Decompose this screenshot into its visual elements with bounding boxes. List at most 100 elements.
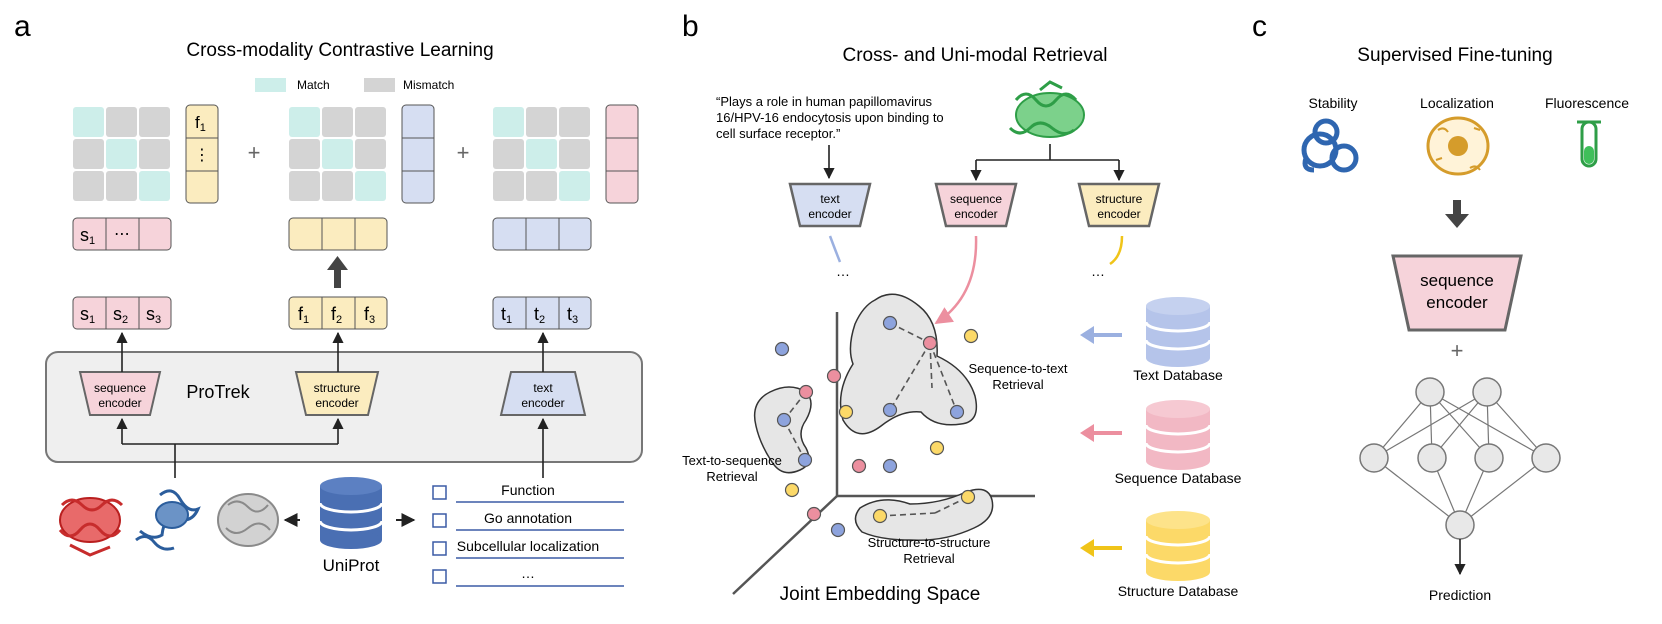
- task-localization-label: Localization: [1420, 95, 1494, 111]
- svg-text:cell surface receptor.”: cell surface receptor.”: [716, 126, 840, 141]
- joint-embedding-space-label: Joint Embedding Space: [780, 584, 981, 605]
- sequence-encoder-a: sequence encoder: [78, 371, 162, 416]
- svg-text:t3: t3: [567, 304, 578, 326]
- svg-text:f3: f3: [364, 304, 375, 326]
- structure-database-label: Structure Database: [1118, 583, 1239, 599]
- f-column: f1 ⋮: [185, 104, 219, 204]
- annotation-more: …: [521, 565, 535, 581]
- svg-text:encoder: encoder: [98, 396, 141, 410]
- s-row-top: s1 ⋯: [72, 217, 172, 251]
- task-fluorescence-label: Fluorescence: [1545, 95, 1629, 111]
- database-arrows: [1080, 326, 1122, 557]
- sequence-encoder-c: sequence encoder: [1391, 254, 1523, 332]
- panel-b: b Cross- and Uni-modal Retrieval “Plays …: [682, 10, 1242, 605]
- sequence-encoder-b: sequence encoder: [934, 182, 1018, 228]
- panel-c-title: Supervised Fine-tuning: [1357, 45, 1552, 66]
- panel-c-letter: c: [1252, 10, 1267, 43]
- annotation-go: Go annotation: [484, 510, 572, 526]
- text-encoder-a: text encoder: [499, 371, 587, 416]
- legend-mismatch-swatch: [364, 78, 395, 92]
- svg-text:t2: t2: [534, 304, 545, 326]
- svg-text:Retrieval: Retrieval: [903, 551, 954, 566]
- svg-text:16/HPV-16 endocytosis upon bin: 16/HPV-16 endocytosis upon binding to: [716, 110, 944, 125]
- green-protein-icon: [1008, 80, 1085, 138]
- blue-row-top: [492, 217, 592, 251]
- svg-text:text: text: [533, 381, 553, 395]
- annotation-function: Function: [501, 482, 555, 498]
- protein-structures-icon: [58, 489, 279, 557]
- struct-to-struct-label: Structure-to-structure Retrieval: [868, 535, 991, 566]
- up-arrow-icon: [327, 256, 348, 288]
- svg-text:f1: f1: [195, 113, 206, 134]
- svg-text:Retrieval: Retrieval: [706, 469, 757, 484]
- text-to-seq-label: Text-to-sequence Retrieval: [682, 453, 782, 484]
- similarity-grid-3: [493, 107, 590, 201]
- neural-network-icon: [1359, 377, 1561, 576]
- checkbox-function[interactable]: [432, 485, 447, 500]
- structure-encoder-a: structure encoder: [294, 371, 380, 416]
- ellipsis-text: …: [836, 263, 850, 279]
- svg-text:s3: s3: [146, 304, 161, 326]
- panel-a-arrows: [116, 331, 549, 478]
- uniprot-label: UniProt: [323, 556, 380, 575]
- checkbox-go-annotation[interactable]: [432, 513, 447, 528]
- yellow-row-top: [288, 217, 388, 251]
- svg-text:sequence: sequence: [1420, 271, 1494, 290]
- sequence-database-label: Sequence Database: [1115, 470, 1242, 486]
- panel-a-letter: a: [14, 10, 31, 43]
- annotation-subcellular: Subcellular localization: [457, 538, 599, 554]
- legend-mismatch-label: Mismatch: [403, 78, 454, 92]
- task-stability-label: Stability: [1308, 95, 1357, 111]
- plus-sign-2: +: [457, 140, 470, 165]
- svg-text:Sequence-to-text: Sequence-to-text: [968, 361, 1067, 376]
- embedding-points: [774, 315, 979, 538]
- svg-text:encoder: encoder: [954, 207, 997, 221]
- protrek-label: ProTrek: [186, 382, 250, 402]
- plus-sign-c: +: [1451, 338, 1464, 363]
- down-arrow-icon: [1445, 200, 1469, 228]
- seq-to-text-label: Sequence-to-text Retrieval: [968, 361, 1067, 392]
- svg-text:f2: f2: [331, 304, 342, 326]
- red-protein-icon: [58, 497, 124, 557]
- svg-text:encoder: encoder: [808, 207, 851, 221]
- query-text: “Plays a role in human papillomavirus 16…: [716, 94, 944, 141]
- svg-text:sequence: sequence: [950, 192, 1002, 206]
- checkbox-subcellular-localization[interactable]: [432, 541, 447, 556]
- svg-text:encoder: encoder: [315, 396, 358, 410]
- structure-database-icon: [1144, 511, 1212, 581]
- stability-knot-icon: [1301, 118, 1359, 173]
- panel-c: c Supervised Fine-tuning Stability Local…: [1252, 10, 1629, 603]
- f-token-row: f1 f2 f3: [288, 296, 388, 330]
- text-encoder-b: text encoder: [788, 182, 872, 228]
- structure-encoder-b: structure encoder: [1077, 182, 1161, 228]
- svg-text:f1: f1: [298, 304, 309, 326]
- panel-b-letter: b: [682, 10, 699, 43]
- fluorescence-tube-icon: [1577, 120, 1601, 168]
- svg-text:t1: t1: [501, 304, 512, 326]
- panel-a: a Cross-modality Contrastive Learning Ma…: [14, 10, 643, 587]
- sequence-to-text-cluster: [839, 293, 978, 435]
- svg-text:s2: s2: [113, 304, 128, 326]
- s-token-row: s1 s2 s3: [72, 296, 172, 330]
- text-embedding-curve: [828, 235, 842, 263]
- svg-text:structure: structure: [314, 381, 361, 395]
- svg-text:s1: s1: [80, 225, 95, 247]
- svg-text:sequence: sequence: [94, 381, 146, 395]
- grey-protein-icon: [217, 493, 279, 547]
- legend-match-label: Match: [297, 78, 330, 92]
- svg-text:⋯: ⋯: [114, 226, 130, 243]
- checkbox-more[interactable]: [432, 569, 447, 584]
- panel-b-arrows: [823, 144, 1125, 182]
- structure-embedding-curve: [1109, 235, 1124, 266]
- similarity-grid-2: [289, 107, 386, 201]
- annotation-list: Function Go annotation Subcellular local…: [432, 482, 624, 587]
- panel-b-title: Cross- and Uni-modal Retrieval: [842, 45, 1107, 66]
- ellipsis-structure: …: [1091, 263, 1105, 279]
- pink-column: [605, 104, 639, 204]
- plus-sign-1: +: [248, 140, 261, 165]
- t-token-row: t1 t2 t3: [492, 296, 592, 330]
- svg-text:structure: structure: [1096, 192, 1143, 206]
- similarity-grid-1: [73, 107, 170, 201]
- sequence-embedding-curve: [934, 235, 978, 325]
- sequence-database-icon: [1144, 400, 1212, 470]
